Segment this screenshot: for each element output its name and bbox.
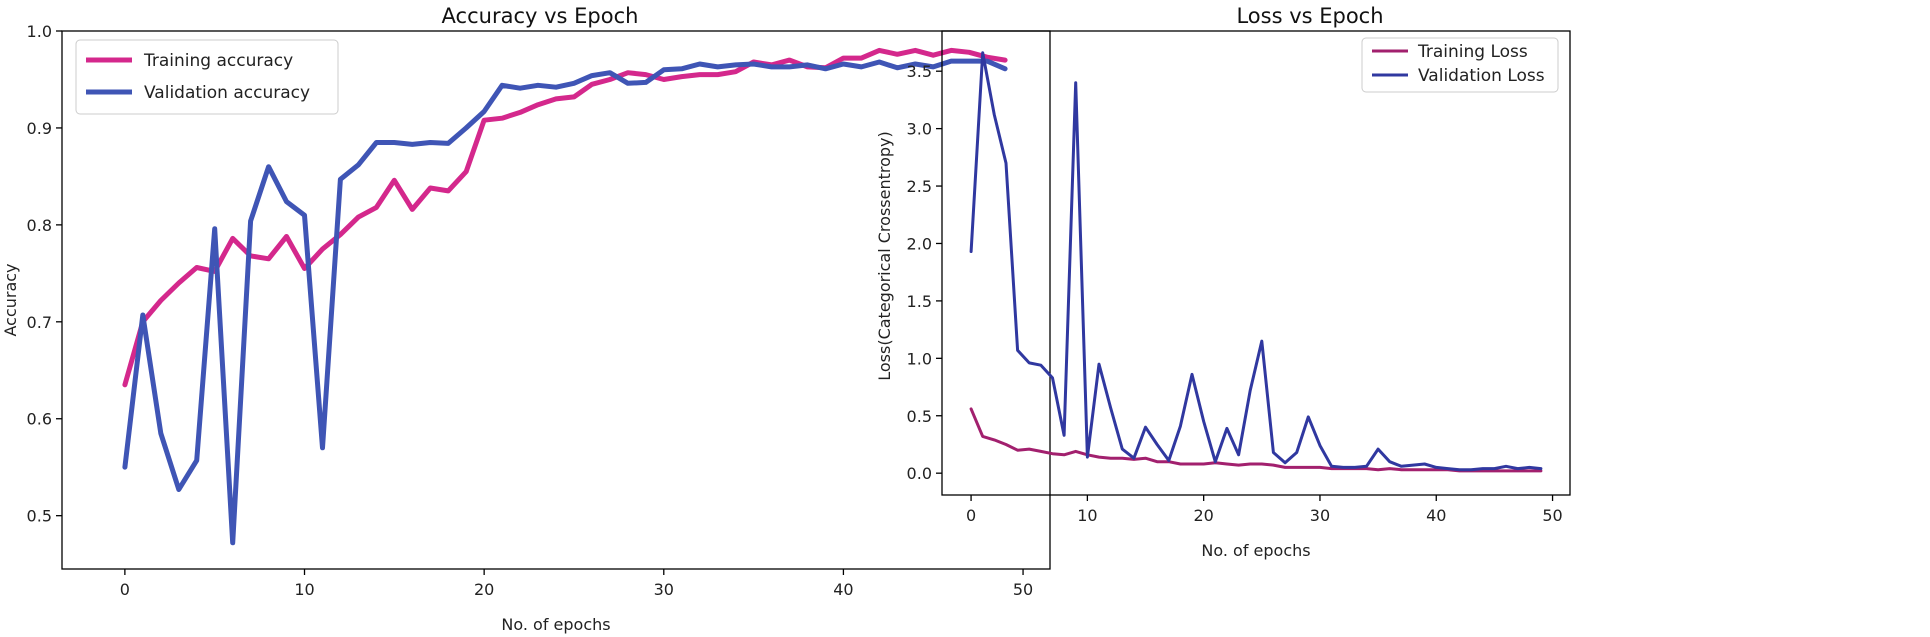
accuracy-chart: Accuracy vs Epoch 0.5 0.6 0.7 0.8 0.9 1.0 0 10… — [1, 4, 1051, 634]
loss-chart-title: Loss vs Epoch — [1236, 4, 1383, 28]
accuracy-xtick-label: 40 — [833, 580, 853, 599]
loss-xtick-label: 10 — [1077, 506, 1097, 525]
series-line-validation-loss — [969, 51, 1543, 472]
series-line-training-accuracy — [122, 47, 1008, 388]
loss-ytick-label: 3.5 — [907, 62, 932, 81]
accuracy-xtick-label: 10 — [294, 580, 314, 599]
loss-xtick-label: 0 — [966, 506, 976, 525]
accuracy-legend: Training accuracy Validation accuracy — [75, 39, 339, 115]
loss-chart: Loss vs Epoch 0.0 0.5 1.0 1.5 2.0 2.5 3.0 3.5 0… — [875, 4, 1571, 560]
accuracy-y-axis: 0.5 0.6 0.7 0.8 0.9 1.0 — [27, 22, 62, 526]
series-line-validation-accuracy — [122, 58, 1008, 546]
accuracy-xtick-label: 0 — [120, 580, 130, 599]
loss-ytick-label: 2.0 — [907, 234, 932, 253]
accuracy-ytick-label: 0.9 — [27, 119, 52, 138]
legend-label-training-loss: Training Loss — [1417, 42, 1528, 62]
accuracy-plot-frame — [61, 30, 1051, 570]
loss-legend-box — [1361, 37, 1559, 93]
loss-ytick-label: 1.5 — [907, 292, 932, 311]
loss-xtick-label: 40 — [1426, 506, 1446, 525]
accuracy-series-lines — [122, 47, 1008, 546]
loss-x-axis-label: No. of epochs — [1201, 541, 1310, 560]
loss-y-axis-label: Loss(Categorical Crossentropy) — [875, 131, 894, 381]
series-line-training-loss — [969, 407, 1543, 473]
accuracy-xtick-label: 20 — [474, 580, 494, 599]
loss-xtick-label: 20 — [1193, 506, 1213, 525]
accuracy-ytick-label: 0.6 — [27, 410, 52, 429]
accuracy-x-axis-label: No. of epochs — [501, 615, 610, 634]
loss-plot-frame — [941, 30, 1571, 496]
accuracy-y-axis-label: Accuracy — [1, 263, 20, 336]
loss-ytick-label: 3.0 — [907, 120, 932, 139]
loss-series-lines — [969, 51, 1543, 473]
legend-label-training-accuracy: Training accuracy — [143, 51, 293, 71]
accuracy-x-axis: 0 10 20 30 40 50 — [120, 569, 1033, 599]
loss-ytick-label: 2.5 — [907, 177, 932, 196]
legend-label-validation-loss: Validation Loss — [1418, 66, 1545, 86]
accuracy-ytick-label: 0.7 — [27, 313, 52, 332]
loss-legend: Training Loss Validation Loss — [1361, 37, 1559, 93]
accuracy-xtick-label: 50 — [1013, 580, 1033, 599]
loss-y-axis: 0.0 0.5 1.0 1.5 2.0 2.5 3.0 3.5 — [907, 62, 942, 483]
loss-xtick-label: 30 — [1310, 506, 1330, 525]
accuracy-ytick-label: 0.5 — [27, 507, 52, 526]
loss-xtick-label: 50 — [1542, 506, 1562, 525]
loss-ytick-label: 0.0 — [907, 464, 932, 483]
accuracy-legend-box — [75, 39, 339, 115]
accuracy-xtick-label: 30 — [654, 580, 674, 599]
accuracy-ytick-label: 0.8 — [27, 216, 52, 235]
loss-x-axis: 0 10 20 30 40 50 — [966, 495, 1563, 525]
loss-ytick-label: 1.0 — [907, 349, 932, 368]
legend-label-validation-accuracy: Validation accuracy — [144, 83, 310, 103]
accuracy-ytick-label: 1.0 — [27, 22, 52, 41]
accuracy-chart-title: Accuracy vs Epoch — [442, 4, 639, 28]
loss-ytick-label: 0.5 — [907, 407, 932, 426]
